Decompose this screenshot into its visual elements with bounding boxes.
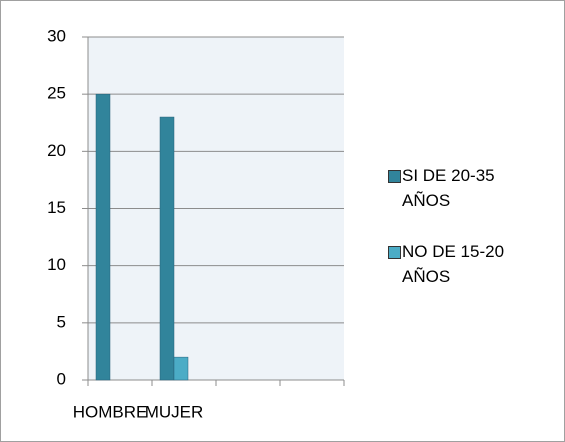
- bar: [95, 93, 111, 381]
- bar: [173, 356, 189, 381]
- y-tick-label: 25: [47, 84, 66, 103]
- legend-swatch: [388, 170, 401, 183]
- y-tick-label: 10: [47, 255, 66, 274]
- y-tick-label: 20: [47, 141, 66, 160]
- y-tick-label: 5: [57, 312, 66, 331]
- legend-label: SI DE 20-35 AÑOS: [402, 166, 495, 210]
- legend-label: NO DE 15-20 AÑOS: [402, 242, 505, 286]
- y-tick-label: 15: [47, 198, 66, 217]
- legend-swatch: [388, 246, 401, 259]
- x-tick-label: HOMBRE: [73, 402, 148, 421]
- bar: [159, 116, 175, 381]
- x-tick-label: MUJER: [145, 402, 204, 421]
- y-tick-label: 30: [47, 26, 66, 45]
- y-tick-label: 0: [57, 369, 66, 388]
